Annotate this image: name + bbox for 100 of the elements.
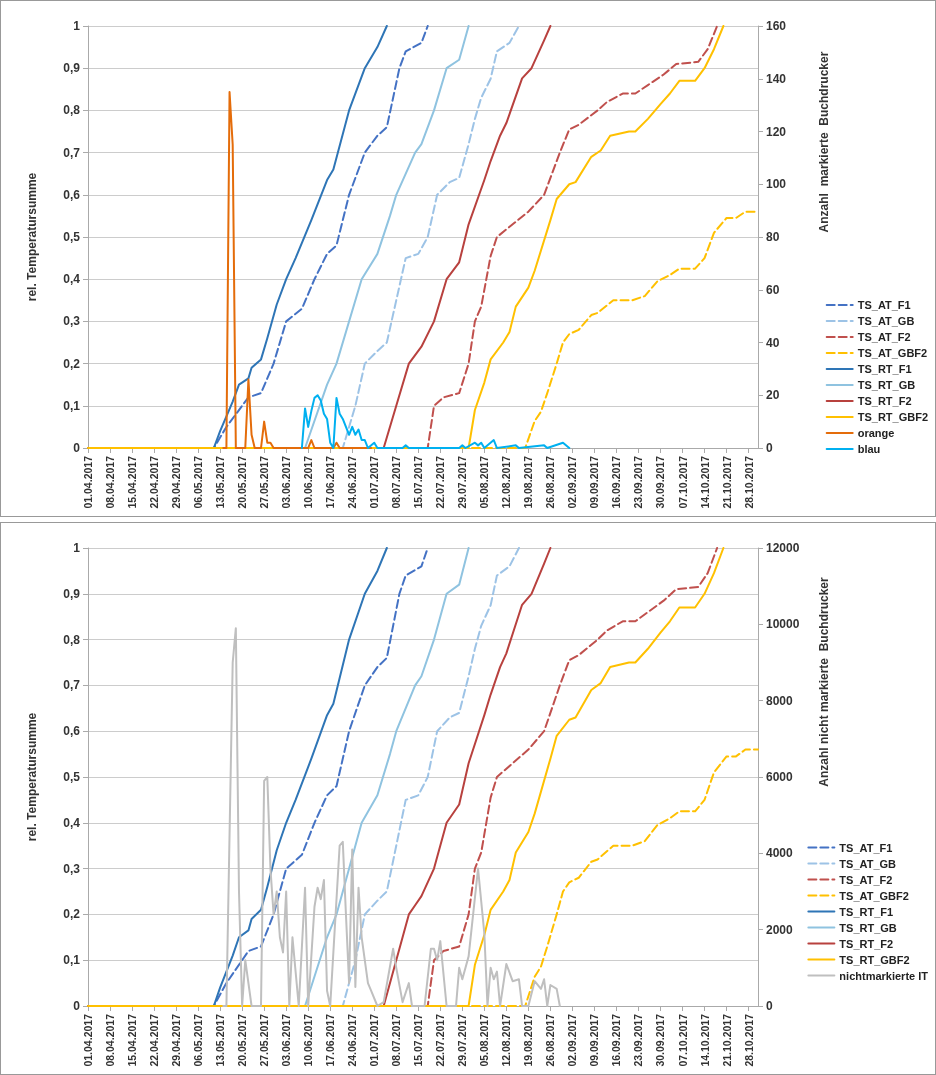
legend-label: TS_RT_F2 bbox=[839, 937, 894, 950]
x-tick-label: 23.09.2017 bbox=[632, 1013, 645, 1067]
x-tick-label: 15.07.2017 bbox=[412, 455, 425, 509]
y2-tick-label: 100 bbox=[766, 177, 787, 192]
x-tick-label: 23.09.2017 bbox=[632, 455, 645, 509]
x-tick-label: 01.07.2017 bbox=[368, 1013, 381, 1067]
y2-tick-label: 4000 bbox=[766, 846, 794, 861]
legend-label: TS_AT_GBF2 bbox=[839, 889, 909, 902]
x-tick-label: 17.06.2017 bbox=[324, 455, 337, 509]
y-tick-label: 0,3 bbox=[63, 861, 81, 876]
x-tick-label: 07.10.2017 bbox=[676, 455, 689, 509]
legend-label: TS_RT_GB bbox=[857, 379, 916, 392]
y2-tick-label: 0 bbox=[766, 441, 773, 455]
x-tick-label: 22.04.2017 bbox=[148, 1013, 161, 1067]
x-tick-label: 08.07.2017 bbox=[390, 1013, 403, 1067]
y2-tick-label: 20 bbox=[766, 388, 780, 403]
x-tick-label: 19.08.2017 bbox=[522, 455, 535, 509]
x-tick-label: 12.08.2017 bbox=[500, 455, 513, 509]
x-tick-label: 26.08.2017 bbox=[544, 1013, 557, 1067]
y-tick-label: 0 bbox=[73, 999, 81, 1013]
line-series bbox=[222, 90, 373, 449]
x-tick-label: 20.05.2017 bbox=[236, 1013, 249, 1067]
x-tick-label: 05.08.2017 bbox=[478, 1013, 491, 1067]
y-tick-label: 0,2 bbox=[63, 356, 81, 371]
legend-label: TS_RT_F2 bbox=[857, 395, 912, 408]
y2-tick-label: 40 bbox=[766, 335, 780, 350]
x-tick-label: 27.05.2017 bbox=[258, 455, 271, 509]
x-tick-label: 22.04.2017 bbox=[148, 455, 161, 509]
y-tick-label: 0,1 bbox=[63, 953, 81, 968]
legend-label: TS_AT_GBF2 bbox=[857, 347, 928, 360]
y-tick-label: 0,9 bbox=[63, 61, 81, 76]
x-tick-label: 08.04.2017 bbox=[104, 1013, 117, 1067]
x-tick-label: 26.08.2017 bbox=[544, 455, 557, 509]
x-tick-label: 24.06.2017 bbox=[346, 455, 359, 509]
x-tick-label: 22.07.2017 bbox=[434, 1013, 447, 1067]
legend-label: TS_AT_F1 bbox=[839, 841, 893, 854]
x-tick-label: 13.05.2017 bbox=[214, 455, 227, 509]
x-tick-label: 29.04.2017 bbox=[170, 1013, 183, 1067]
y-tick-label: 0,7 bbox=[63, 678, 81, 693]
y2-axis-title: Anzahl nicht markierte Buchdrucker bbox=[817, 576, 831, 787]
x-tick-label: 15.04.2017 bbox=[126, 455, 139, 509]
y2-tick-label: 6000 bbox=[766, 770, 794, 784]
x-tick-label: 24.06.2017 bbox=[346, 1013, 359, 1067]
x-tick-label: 22.07.2017 bbox=[434, 455, 447, 509]
legend-label: TS_RT_GB bbox=[839, 921, 897, 934]
y-tick-label: 1 bbox=[73, 541, 81, 555]
legend-label: blau bbox=[857, 443, 881, 456]
x-tick-label: 14.10.2017 bbox=[698, 1013, 711, 1067]
x-tick-label: 06.05.2017 bbox=[192, 455, 205, 509]
y2-tick-label: 0 bbox=[766, 999, 773, 1013]
y2-tick-label: 80 bbox=[766, 230, 780, 244]
y2-axis-title: Anzahl markierte Buchdrucker bbox=[817, 51, 831, 233]
x-tick-label: 08.07.2017 bbox=[390, 455, 403, 509]
y-tick-label: 0,5 bbox=[63, 230, 81, 244]
x-tick-label: 13.05.2017 bbox=[214, 1013, 227, 1067]
y-tick-label: 0,5 bbox=[63, 770, 81, 784]
line-series bbox=[300, 394, 571, 449]
legend-label: orange bbox=[857, 427, 895, 440]
x-tick-label: 10.06.2017 bbox=[302, 1013, 315, 1067]
x-tick-label: 19.08.2017 bbox=[522, 1013, 535, 1067]
y-tick-label: 0,2 bbox=[63, 907, 81, 922]
x-tick-label: 16.09.2017 bbox=[610, 1013, 623, 1067]
legend-label: TS_RT_GBF2 bbox=[839, 953, 910, 966]
y2-tick-label: 12000 bbox=[766, 541, 800, 555]
legend-label: TS_AT_F1 bbox=[857, 299, 911, 312]
y-tick-label: 0,1 bbox=[63, 398, 81, 413]
x-tick-label: 08.04.2017 bbox=[104, 455, 117, 509]
x-tick-label: 15.04.2017 bbox=[126, 1013, 139, 1067]
y-tick-label: 0,8 bbox=[63, 632, 81, 647]
x-tick-label: 29.07.2017 bbox=[456, 1013, 469, 1067]
x-tick-label: 12.08.2017 bbox=[500, 1013, 513, 1067]
legend-label: TS_AT_GB bbox=[857, 315, 915, 328]
x-tick-label: 27.05.2017 bbox=[258, 1013, 271, 1067]
x-tick-label: 05.08.2017 bbox=[478, 455, 491, 509]
x-tick-label: 07.10.2017 bbox=[676, 1013, 689, 1067]
x-tick-label: 15.07.2017 bbox=[412, 1013, 425, 1067]
y-tick-label: 0,4 bbox=[63, 815, 81, 830]
x-tick-label: 30.09.2017 bbox=[654, 455, 667, 509]
x-tick-label: 02.09.2017 bbox=[566, 455, 579, 509]
x-tick-label: 01.04.2017 bbox=[82, 455, 94, 509]
x-tick-label: 14.10.2017 bbox=[698, 455, 711, 509]
legend-label: TS_RT_F1 bbox=[857, 363, 912, 376]
y2-tick-label: 2000 bbox=[766, 922, 794, 937]
x-tick-label: 28.10.2017 bbox=[742, 455, 755, 509]
line-series bbox=[222, 627, 561, 1007]
y-tick-label: 0,9 bbox=[63, 586, 81, 601]
x-tick-label: 02.09.2017 bbox=[566, 1013, 579, 1067]
y-tick-label: 0,7 bbox=[63, 145, 81, 160]
legend-label: TS_AT_F2 bbox=[839, 873, 893, 886]
x-tick-label: 29.07.2017 bbox=[456, 455, 469, 509]
x-tick-label: 16.09.2017 bbox=[610, 455, 623, 509]
legend-label: TS_AT_F2 bbox=[857, 331, 911, 344]
y-tick-label: 0,6 bbox=[63, 187, 81, 202]
x-tick-label: 17.06.2017 bbox=[324, 1013, 337, 1067]
x-tick-label: 01.04.2017 bbox=[82, 1013, 94, 1067]
y-tick-label: 0,6 bbox=[63, 724, 81, 739]
x-tick-label: 10.06.2017 bbox=[302, 455, 315, 509]
x-tick-label: 21.10.2017 bbox=[720, 455, 733, 509]
y-axis-title: rel. Temperatursumme bbox=[25, 172, 39, 302]
x-tick-label: 20.05.2017 bbox=[236, 455, 249, 509]
